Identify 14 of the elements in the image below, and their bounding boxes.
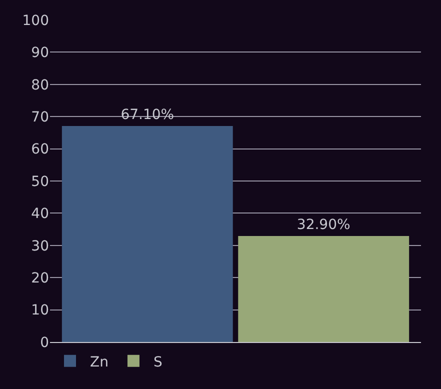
y-tick-label: 20 bbox=[31, 270, 49, 286]
y-tick-label: 30 bbox=[31, 238, 49, 254]
y-tick-label: 10 bbox=[31, 302, 49, 319]
data-label: 32.90% bbox=[296, 217, 350, 234]
y-tick-label: 80 bbox=[31, 77, 49, 94]
y-tick-label: 100 bbox=[22, 12, 49, 29]
legend-label: S bbox=[153, 354, 162, 370]
legend-label: Zn bbox=[90, 354, 108, 370]
y-tick-label: 50 bbox=[31, 174, 49, 190]
y-tick-label: 90 bbox=[31, 45, 49, 62]
y-tick-label: 40 bbox=[31, 206, 49, 222]
y-tick-label: 70 bbox=[31, 110, 49, 126]
y-tick-label: 0 bbox=[40, 334, 49, 351]
y-tick-label: 60 bbox=[31, 142, 49, 158]
